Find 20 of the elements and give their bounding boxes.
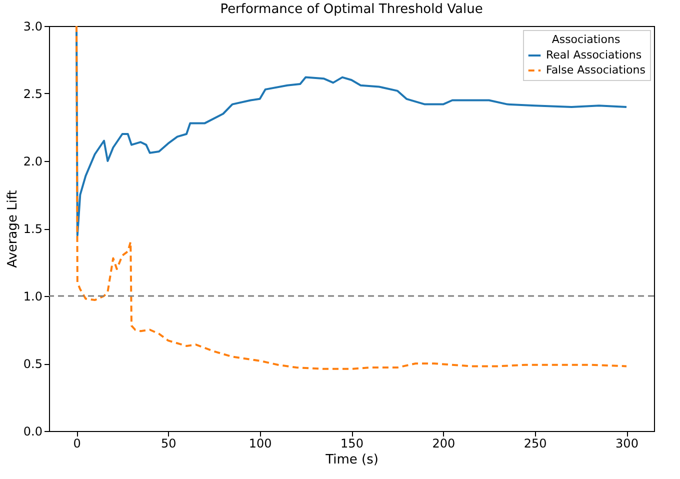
legend-label: Real Associations	[546, 48, 642, 62]
y-axis-title: Average Lift	[5, 190, 20, 268]
x-tick-label: 150	[340, 436, 364, 450]
y-tick-label: 3.0	[23, 20, 42, 34]
x-tick-label: 50	[161, 436, 176, 450]
y-tick-label: 1.0	[23, 290, 42, 304]
chart-title: Performance of Optimal Threshold Value	[220, 2, 483, 17]
y-tick-label: 1.5	[23, 222, 42, 236]
y-tick-label: 2.5	[23, 87, 42, 101]
y-tick-label: 2.0	[23, 154, 42, 168]
legend-title: Associations	[552, 33, 620, 46]
x-tick-label: 300	[616, 436, 638, 450]
x-tick-label: 250	[524, 436, 547, 450]
y-tick-label: 0.0	[23, 424, 42, 438]
x-tick-label: 100	[248, 436, 272, 450]
x-axis-title: Time (s)	[324, 452, 378, 468]
x-tick-label: 0	[73, 436, 81, 450]
legend-label: False Associations	[546, 64, 646, 76]
y-tick-label: 0.5	[23, 357, 42, 371]
x-tick-label: 200	[432, 436, 456, 450]
